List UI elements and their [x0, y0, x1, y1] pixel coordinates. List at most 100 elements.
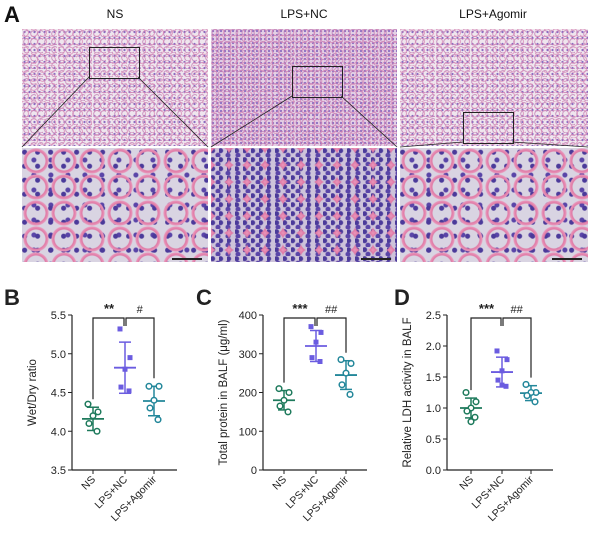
significance-bracket: [92, 317, 125, 400]
data-point: [504, 357, 510, 363]
chart-c: 0 100 200 300 400 Total protein in BALF (μg/m…: [218, 301, 367, 524]
y-axis-label: Total protein in BALF (μg/ml): [218, 319, 230, 465]
data-point: [84, 400, 92, 408]
y-axis-label: Relative LDH activity in BALF: [402, 317, 414, 467]
x-tick-label: NS: [457, 474, 476, 493]
y-tick-label: 4.5: [51, 388, 66, 400]
y-tick-label: 1.5: [426, 372, 441, 384]
significance-bracket: [470, 317, 502, 391]
y-tick-label: 5.5: [51, 310, 66, 322]
data-point: [318, 329, 324, 335]
histology-ns-high-mag: [22, 148, 208, 262]
significance-label: ##: [325, 304, 338, 316]
scale-bar: [361, 258, 391, 260]
column-title-ns: NS: [106, 7, 124, 21]
y-tick-label: 0.0: [426, 465, 441, 477]
data-point: [93, 427, 101, 435]
chart-d: 0.0 0.5 1.0 1.5 2.0 2.5 Relative LDH activity …: [402, 301, 553, 524]
y-tick-label: 2.5: [426, 310, 441, 322]
zoom-region-box: [292, 66, 343, 98]
zoom-connector-lines: [21, 76, 589, 148]
data-point: [471, 413, 479, 421]
data-point: [155, 382, 163, 390]
data-point: [346, 390, 354, 398]
y-tick-label: 4.0: [51, 426, 66, 438]
data-point: [284, 408, 292, 416]
y-tick-label: 5.0: [51, 349, 66, 361]
data-point: [127, 355, 133, 361]
histology-lps-agomir-low-mag: [400, 29, 588, 146]
data-point: [494, 348, 500, 354]
significance-label: ***: [479, 301, 495, 316]
significance-label: **: [104, 301, 115, 316]
histology-ns-low-mag: [22, 29, 208, 146]
significance-label: ***: [292, 301, 308, 316]
panel-label-c: C: [196, 285, 212, 310]
data-point: [94, 408, 102, 416]
y-tick-label: 2.0: [426, 341, 441, 353]
data-point: [146, 404, 154, 412]
significance-label: ##: [510, 304, 523, 316]
data-point: [503, 383, 509, 389]
data-point: [495, 377, 501, 383]
data-point: [342, 369, 350, 377]
data-point: [285, 388, 293, 397]
data-point: [118, 384, 124, 390]
x-tick-label: NS: [79, 474, 98, 493]
data-point: [523, 392, 531, 400]
y-tick-label: 200: [239, 388, 257, 400]
data-point: [145, 382, 153, 390]
data-point: [117, 326, 123, 332]
y-axis-label: Wet/Dry ratio: [27, 359, 39, 426]
data-point: [275, 385, 283, 393]
scale-bar: [552, 258, 582, 260]
significance-bracket: [316, 317, 347, 353]
data-point: [337, 356, 345, 364]
data-point: [338, 381, 346, 389]
data-point: [150, 396, 158, 404]
y-tick-label: 400: [239, 310, 257, 322]
data-point: [89, 412, 97, 420]
data-point: [276, 402, 284, 410]
data-point: [522, 380, 530, 388]
data-point: [472, 398, 480, 406]
significance-label: #: [136, 304, 143, 316]
zoom-region-box: [463, 112, 514, 144]
scale-bar: [172, 258, 202, 260]
y-tick-label: 3.5: [51, 465, 66, 477]
significance-bracket: [125, 317, 155, 379]
y-tick-label: 0.5: [426, 434, 441, 446]
zoom-region-box: [89, 47, 140, 79]
panel-label-a: A: [4, 2, 20, 27]
data-point: [499, 382, 505, 388]
data-point: [467, 418, 475, 426]
data-point: [347, 359, 355, 367]
panel-label-d: D: [394, 285, 410, 310]
data-point: [462, 388, 470, 397]
y-tick-label: 100: [239, 426, 257, 438]
data-point: [280, 396, 288, 404]
y-tick-label: 0: [251, 465, 257, 477]
histology-lps-nc-high-mag: [211, 148, 397, 262]
data-point: [463, 407, 471, 415]
y-tick-label: 1.0: [426, 403, 441, 415]
data-point: [309, 355, 315, 361]
histology-lps-nc-low-mag: [211, 29, 397, 146]
significance-bracket: [502, 317, 532, 378]
histology-lps-agomir-high-mag: [400, 148, 588, 262]
data-point: [531, 398, 539, 406]
column-title-lps-agomir: LPS+Agomir: [459, 7, 527, 21]
y-tick-label: 300: [239, 349, 257, 361]
data-point: [85, 419, 93, 428]
data-point: [122, 366, 128, 372]
data-point: [126, 388, 132, 394]
data-point: [499, 368, 505, 374]
x-tick-label: NS: [270, 474, 289, 493]
data-point: [308, 324, 314, 330]
data-point: [313, 339, 319, 345]
column-title-lps-nc: LPS+NC: [280, 7, 328, 21]
data-point: [317, 359, 323, 364]
